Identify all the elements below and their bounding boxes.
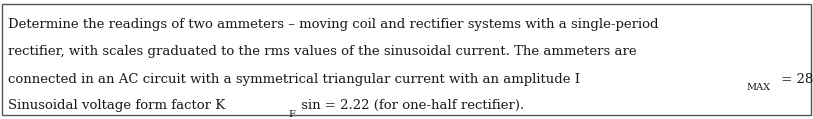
Text: = 28 mA.: = 28 mA. (777, 73, 813, 86)
Text: connected in an AC circuit with a symmetrical triangular current with an amplitu: connected in an AC circuit with a symmet… (8, 73, 580, 86)
Text: MAX: MAX (746, 83, 771, 92)
Text: Determine the readings of two ammeters – moving coil and rectifier systems with : Determine the readings of two ammeters –… (8, 18, 659, 32)
Text: sin = 2.22 (for one-half rectifier).: sin = 2.22 (for one-half rectifier). (298, 99, 524, 112)
Text: Sinusoidal voltage form factor K: Sinusoidal voltage form factor K (8, 99, 225, 112)
Text: rectifier, with scales graduated to the rms values of the sinusoidal current. Th: rectifier, with scales graduated to the … (8, 45, 637, 58)
FancyBboxPatch shape (2, 4, 811, 115)
Text: F: F (289, 110, 295, 119)
